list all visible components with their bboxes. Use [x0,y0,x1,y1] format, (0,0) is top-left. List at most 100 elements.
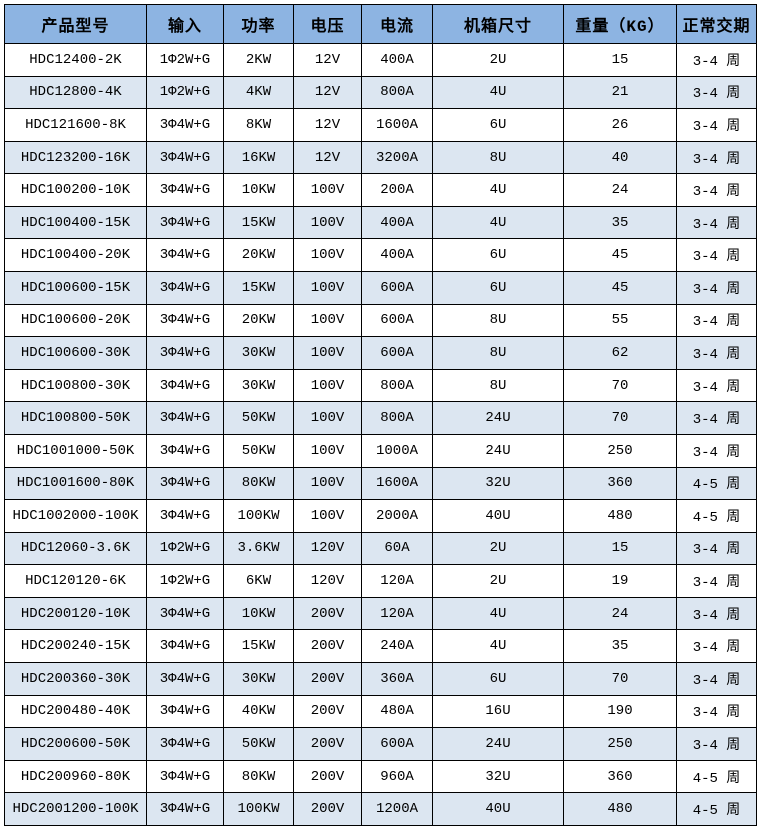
table-cell: 21 [563,75,677,110]
table-cell: 6U [432,661,564,696]
table-cell: 12V [293,43,362,77]
table-cell: 15KW [223,629,294,663]
table-cell: 4-5 周 [676,759,757,794]
table-row: HDC100600-30K 3Φ4W+G 30KW 100V 600A 8U 62 3-4 周 [4,336,757,370]
table-cell: 62 [563,336,677,370]
table-cell: 3200A [361,140,433,175]
table-cell: 200V [293,792,362,826]
table-cell: 360 [563,466,677,501]
table-cell: 20KW [223,238,294,273]
table-cell: 3-4 周 [676,43,757,77]
table-cell: HDC121600-8K [4,108,147,142]
table-cell: 16U [432,694,564,729]
table-row: HDC12800-4K 1Φ2W+G 4KW 12V 800A 4U 21 3-4 周 [4,75,757,110]
table-cell: 100V [293,401,362,435]
table-cell: 3Φ4W+G [146,140,224,175]
table-cell: 200V [293,596,362,631]
table-cell: 50KW [223,727,294,761]
table-cell: 800A [361,75,433,110]
table-cell: 12V [293,75,362,110]
table-cell: 200V [293,759,362,794]
table-cell: 8U [432,336,564,370]
table-cell: 100V [293,238,362,273]
table-cell: 250 [563,727,677,761]
table-cell: 3-4 周 [676,140,757,175]
table-cell: 24 [563,173,677,207]
table-cell: 3Φ4W+G [146,661,224,696]
table-cell: 6U [432,238,564,273]
table-cell: 100KW [223,499,294,533]
table-cell: HDC12060-3.6K [4,531,147,566]
table-cell: 3Φ4W+G [146,629,224,663]
table-cell: 1Φ2W+G [146,564,224,598]
table-cell: 100KW [223,792,294,826]
table-cell: 8U [432,140,564,175]
table-cell: 2KW [223,43,294,77]
table-cell: HDC120120-6K [4,564,147,598]
table-cell: HDC1002000-100K [4,499,147,533]
table-cell: 32U [432,466,564,501]
table-cell: 3Φ4W+G [146,271,224,305]
table-row: HDC123200-16K 3Φ4W+G 16KW 12V 3200A 8U 40 3-4 周 [4,140,757,175]
header-cell: 机箱尺寸 [432,4,564,44]
table-cell: 3-4 周 [676,238,757,273]
table-cell: 15KW [223,205,294,240]
table-cell: HDC200120-10K [4,596,147,631]
table-cell: 19 [563,564,677,598]
table-row: HDC2001200-100K 3Φ4W+G 100KW 200V 1200A 40U 48… [4,792,757,826]
header-cell: 重量（KG） [563,4,677,44]
table-cell: 3Φ4W+G [146,401,224,435]
table-cell: 40U [432,792,564,826]
header-cell: 正常交期 [676,4,757,44]
table-cell: 20KW [223,303,294,338]
table-cell: 6U [432,271,564,305]
table-cell: 3Φ4W+G [146,433,224,468]
table-cell: 3Φ4W+G [146,205,224,240]
table-cell: 190 [563,694,677,729]
table-cell: 4-5 周 [676,499,757,533]
table-cell: 3-4 周 [676,336,757,370]
table-cell: 45 [563,271,677,305]
table-cell: 480 [563,499,677,533]
table-cell: 3.6KW [223,531,294,566]
header-cell: 电压 [293,4,362,44]
table-cell: 3Φ4W+G [146,303,224,338]
table-cell: 50KW [223,433,294,468]
table-cell: 1200A [361,792,433,826]
table-row: HDC200600-50K 3Φ4W+G 50KW 200V 600A 24U 250 3-4… [4,727,757,761]
table-cell: 120A [361,596,433,631]
table-cell: 3Φ4W+G [146,499,224,533]
table-cell: 3-4 周 [676,564,757,598]
table-cell: 2U [432,564,564,598]
table-cell: 600A [361,303,433,338]
table-cell: 15KW [223,271,294,305]
table-cell: 30KW [223,368,294,403]
table-cell: 3-4 周 [676,694,757,729]
table-cell: 800A [361,368,433,403]
table-cell: 600A [361,727,433,761]
table-cell: 3Φ4W+G [146,368,224,403]
table-cell: 3-4 周 [676,205,757,240]
table-cell: HDC100200-10K [4,173,147,207]
table-cell: 3Φ4W+G [146,238,224,273]
table-cell: 3Φ4W+G [146,173,224,207]
table-cell: 100V [293,433,362,468]
table-row: HDC1001600-80K 3Φ4W+G 80KW 100V 1600A 32U 360 4… [4,466,757,501]
table-cell: 24U [432,727,564,761]
table-cell: 70 [563,401,677,435]
table-cell: 4U [432,205,564,240]
table-cell: 12V [293,140,362,175]
table-cell: HDC200960-80K [4,759,147,794]
table-cell: 3-4 周 [676,271,757,305]
header-cell: 产品型号 [4,4,147,44]
table-cell: 35 [563,629,677,663]
table-row: HDC100800-50K 3Φ4W+G 50KW 100V 800A 24U 70 3-4 … [4,401,757,435]
table-cell: 400A [361,238,433,273]
table-cell: 2U [432,531,564,566]
table-row: HDC200120-10K 3Φ4W+G 10KW 200V 120A 4U 24 3-4 周 [4,596,757,631]
table-cell: HDC100600-30K [4,336,147,370]
table-row: HDC1001000-50K 3Φ4W+G 50KW 100V 1000A 24U 250 3… [4,433,757,468]
table-cell: 100V [293,466,362,501]
table-cell: 1600A [361,466,433,501]
